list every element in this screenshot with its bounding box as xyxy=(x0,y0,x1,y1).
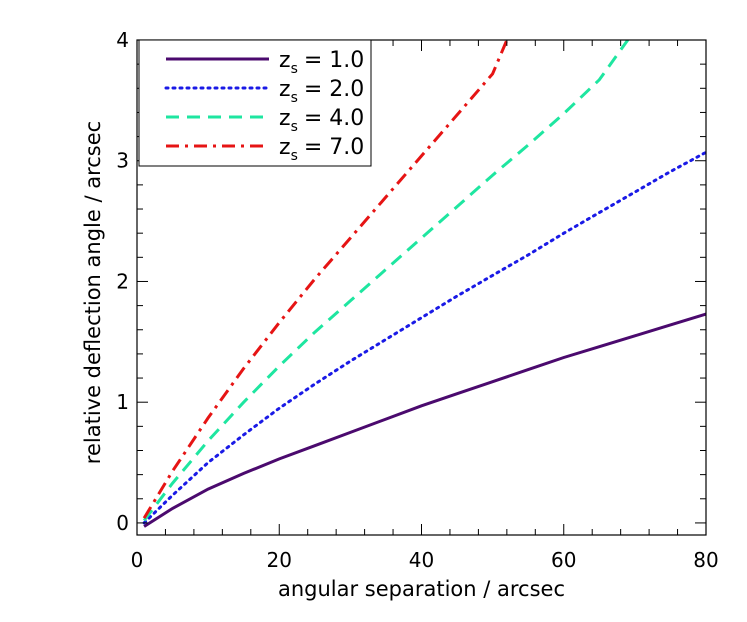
x-tick-label: 40 xyxy=(409,548,434,572)
axes-layer: 0 20 40 60 80 0 1 2 3 4 xyxy=(116,28,718,572)
x-tick-label: 0 xyxy=(131,548,144,572)
legend: zs = 1.0zs = 2.0zs = 4.0zs = 7.0 xyxy=(138,39,372,167)
x-tick-label: 20 xyxy=(267,548,292,572)
legend-label-3: zs = 4.0 xyxy=(279,106,364,135)
y-tick-label: 1 xyxy=(116,390,129,414)
y-axis-label: relative deflection angle / arcsec xyxy=(81,121,105,464)
y-tick-label: 3 xyxy=(116,149,129,173)
series-line-1 xyxy=(143,312,706,528)
legend-label-2: zs = 2.0 xyxy=(279,77,364,106)
x-tick-label: 80 xyxy=(693,548,718,572)
y-tick-label: 0 xyxy=(116,511,129,535)
series-line-3 xyxy=(142,40,630,522)
legend-label-4: zs = 7.0 xyxy=(279,135,364,164)
series-line-2 xyxy=(142,150,706,525)
x-tick-label: 60 xyxy=(551,548,576,572)
x-axis-label: angular separation / arcsec xyxy=(278,577,565,601)
plot-layer xyxy=(142,40,706,528)
legend-label-1: zs = 1.0 xyxy=(279,48,364,77)
y-tick-label: 4 xyxy=(116,28,129,52)
y-tick-label: 2 xyxy=(116,269,129,293)
